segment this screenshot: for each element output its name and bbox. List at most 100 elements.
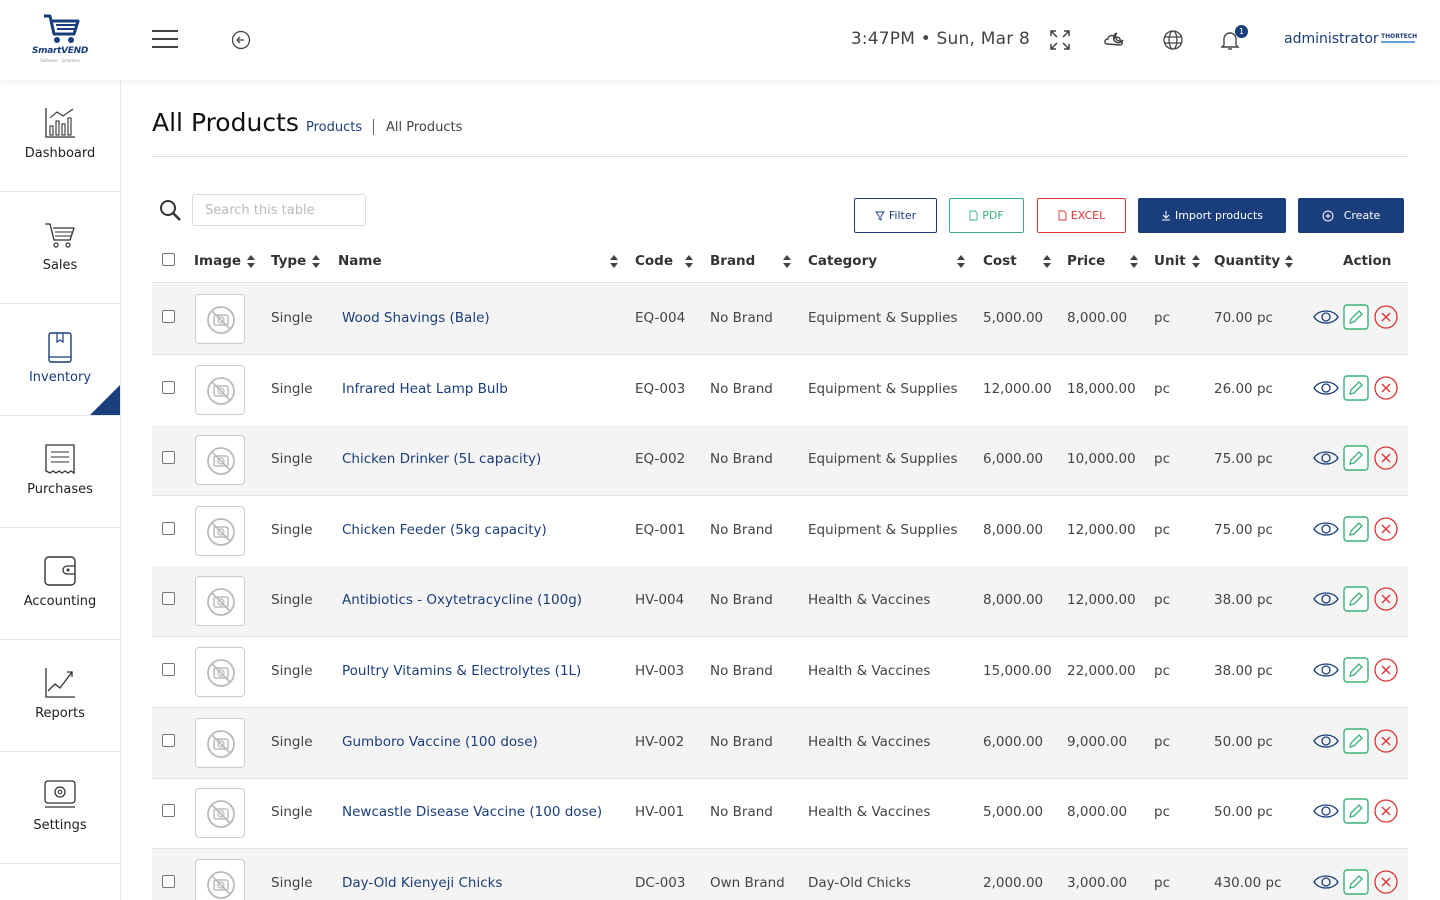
delete-x-icon[interactable] [1373, 445, 1399, 471]
delete-x-icon[interactable] [1373, 728, 1399, 754]
sidebar-item-inventory[interactable]: Inventory [0, 304, 120, 416]
header-category[interactable]: Category [808, 253, 878, 269]
download-icon [1161, 211, 1170, 221]
sort-icon[interactable] [1285, 255, 1293, 269]
user-name[interactable]: administrator [1284, 31, 1379, 47]
product-thumbnail[interactable] [195, 505, 245, 556]
header-type[interactable]: Type [271, 253, 307, 269]
header-unit[interactable]: Unit [1154, 253, 1186, 269]
delete-x-icon[interactable] [1373, 304, 1399, 330]
row-checkbox[interactable] [162, 310, 175, 323]
sidebar-item-settings[interactable]: Settings [0, 752, 120, 864]
product-name-link[interactable]: Antibiotics - Oxytetracycline (100g) [342, 592, 583, 609]
row-checkbox[interactable] [162, 521, 175, 535]
delete-x-icon[interactable] [1373, 798, 1399, 824]
view-eye-icon[interactable] [1313, 798, 1339, 824]
header-image[interactable]: Image [194, 253, 242, 269]
view-eye-icon[interactable] [1313, 586, 1339, 612]
product-thumbnail[interactable] [195, 294, 245, 344]
view-eye-icon[interactable] [1313, 445, 1339, 471]
sort-icon[interactable] [1043, 255, 1051, 269]
product-name-link[interactable]: Wood Shavings (Bale) [342, 310, 490, 326]
product-thumbnail[interactable] [195, 576, 245, 627]
sidebar-item-sales[interactable]: Sales [0, 192, 120, 304]
header-code[interactable]: Code [635, 253, 674, 269]
row-checkbox[interactable] [162, 380, 175, 394]
filter-button[interactable]: Filter [854, 198, 937, 233]
sort-icon[interactable] [247, 255, 255, 269]
delete-x-icon[interactable] [1373, 869, 1399, 895]
sort-icon[interactable] [685, 255, 693, 269]
language-globe-icon[interactable] [1161, 28, 1185, 52]
edit-pencil-icon[interactable] [1343, 798, 1369, 824]
sort-icon[interactable] [783, 255, 791, 269]
row-checkbox[interactable] [162, 874, 175, 888]
sort-icon[interactable] [312, 255, 320, 269]
delete-x-icon[interactable] [1373, 657, 1399, 683]
sidebar-label: Reports [35, 706, 85, 721]
header-price[interactable]: Price [1067, 253, 1106, 269]
view-eye-icon[interactable] [1313, 657, 1339, 683]
delete-x-icon[interactable] [1373, 586, 1399, 612]
sort-icon[interactable] [957, 255, 965, 269]
view-eye-icon[interactable] [1313, 728, 1339, 754]
edit-pencil-icon[interactable] [1343, 869, 1369, 895]
product-name-link[interactable]: Poultry Vitamins & Electrolytes (1L) [342, 663, 582, 679]
product-name-link[interactable]: Infrared Heat Lamp Bulb [342, 380, 508, 397]
pdf-export-button[interactable]: PDF [949, 198, 1024, 233]
import-products-button[interactable]: Import products [1138, 198, 1286, 233]
product-thumbnail[interactable] [195, 858, 245, 900]
sidebar-item-reports[interactable]: Reports [0, 640, 120, 752]
active-indicator [90, 385, 120, 415]
product-thumbnail[interactable] [195, 435, 245, 486]
row-checkbox[interactable] [162, 592, 175, 606]
edit-pencil-icon[interactable] [1343, 657, 1369, 683]
product-name-link[interactable]: Day-Old Kienyeji Chicks [342, 874, 503, 891]
menu-toggle-button[interactable] [152, 30, 178, 50]
row-checkbox[interactable] [162, 804, 175, 818]
header-cost[interactable]: Cost [983, 253, 1017, 269]
edit-pencil-icon[interactable] [1343, 586, 1369, 613]
edit-pencil-icon[interactable] [1343, 304, 1369, 330]
sort-icon[interactable] [1130, 255, 1138, 269]
edit-pencil-icon[interactable] [1343, 374, 1369, 401]
back-icon[interactable] [231, 30, 251, 50]
table-search-input[interactable] [192, 194, 366, 226]
fullscreen-icon[interactable] [1048, 28, 1072, 52]
sidebar-item-accounting[interactable]: Accounting [0, 528, 120, 640]
view-eye-icon[interactable] [1313, 516, 1339, 542]
sort-icon[interactable] [1192, 255, 1200, 269]
view-eye-icon[interactable] [1313, 304, 1339, 330]
product-name-link[interactable]: Newcastle Disease Vaccine (100 dose) [342, 804, 603, 821]
edit-pencil-icon[interactable] [1343, 445, 1369, 471]
product-name-link[interactable]: Chicken Feeder (5kg capacity) [342, 521, 547, 538]
edit-pencil-icon[interactable] [1343, 516, 1369, 542]
product-thumbnail[interactable] [195, 717, 245, 768]
header-name[interactable]: Name [338, 253, 382, 269]
delete-x-icon[interactable] [1373, 516, 1399, 542]
excel-export-button[interactable]: EXCEL [1037, 198, 1126, 233]
theme-toggle-icon[interactable] [1103, 28, 1127, 52]
product-name-link[interactable]: Chicken Drinker (5L capacity) [342, 451, 542, 468]
smartvend-logo[interactable]: SmartVEND Software · Solutions [30, 12, 90, 68]
header-quantity[interactable]: Quantity [1214, 253, 1281, 269]
row-checkbox[interactable] [162, 663, 175, 676]
delete-x-icon[interactable] [1373, 375, 1399, 401]
view-eye-icon[interactable] [1313, 869, 1339, 895]
product-thumbnail[interactable] [195, 364, 245, 415]
sort-icon[interactable] [610, 255, 618, 269]
notification-bell-icon[interactable] [1218, 28, 1242, 52]
product-thumbnail[interactable] [195, 647, 245, 697]
product-thumbnail[interactable] [195, 788, 245, 839]
create-product-button[interactable]: Create [1298, 198, 1404, 233]
header-brand[interactable]: Brand [710, 253, 756, 269]
edit-pencil-icon[interactable] [1343, 727, 1369, 754]
select-all-checkbox[interactable] [162, 253, 175, 266]
breadcrumb-products-link[interactable]: Products [306, 120, 363, 135]
row-checkbox[interactable] [162, 451, 175, 465]
row-checkbox[interactable] [162, 733, 175, 747]
sidebar-item-purchases[interactable]: Purchases [0, 416, 120, 528]
view-eye-icon[interactable] [1313, 375, 1339, 401]
product-name-link[interactable]: Gumboro Vaccine (100 dose) [342, 733, 538, 750]
sidebar-item-dashboard[interactable]: Dashboard [0, 80, 120, 192]
